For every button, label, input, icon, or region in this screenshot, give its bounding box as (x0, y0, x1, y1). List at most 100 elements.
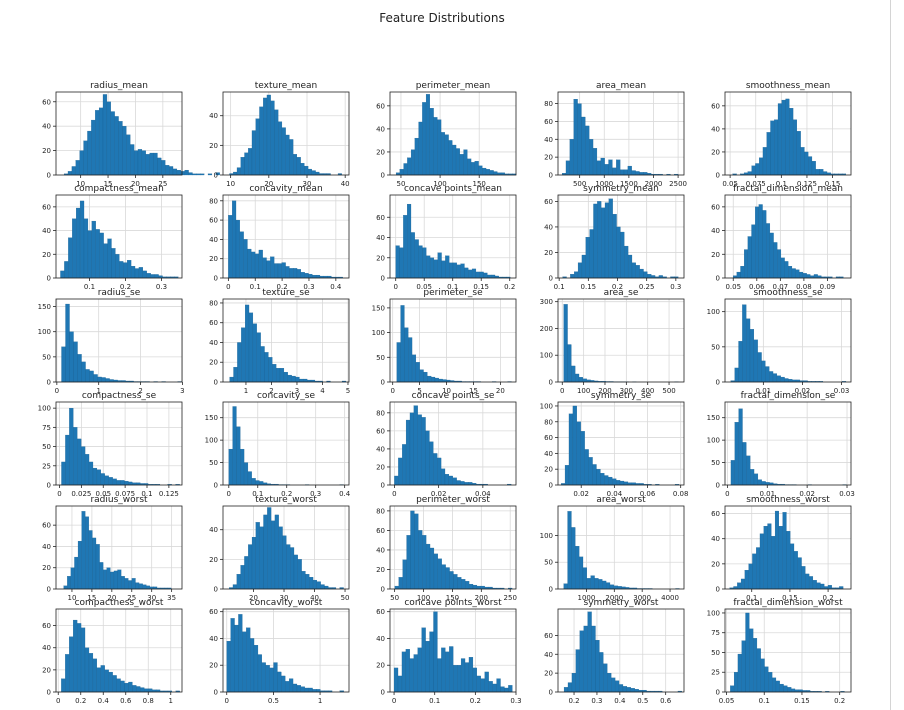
histogram-bar (131, 578, 136, 590)
x-tick-label: 100 (417, 594, 430, 602)
histogram-bar (297, 559, 302, 590)
histogram-bar (592, 464, 597, 486)
histogram-bar (433, 117, 438, 176)
histogram-bar (413, 405, 418, 486)
y-tick-label: 60 (544, 198, 553, 206)
histogram-symmetry-worst: 0.2 0.3 0.4 0.5 0.6 0 20 40 60 symmetry_worst (544, 598, 685, 705)
histogram-bar (812, 580, 817, 590)
histogram-bar (320, 584, 325, 590)
histogram-bar (407, 157, 412, 176)
y-tick-label: 20 (42, 564, 51, 572)
histogram-bar (70, 567, 75, 590)
histogram-bar (574, 271, 579, 279)
x-tick-label: 50 (396, 180, 405, 188)
histogram-bar (64, 261, 69, 279)
histogram-bar (85, 516, 89, 590)
x-tick-label: 0.6 (120, 697, 132, 705)
histogram-symmetry-mean: 0.1 0.15 0.2 0.25 0.3 0 20 40 60 symmetry_mean (544, 184, 685, 291)
histogram-bar (414, 239, 419, 279)
histogram-bar (459, 154, 464, 176)
histogram-bar (96, 469, 101, 486)
histogram-bar (733, 672, 739, 693)
histogram-bar (398, 577, 403, 590)
histogram-bar (738, 408, 743, 486)
x-tick-label: 0.1 (554, 283, 565, 291)
histogram-bar (105, 378, 110, 383)
axes-frame (389, 91, 517, 176)
y-tick-label: 60 (42, 522, 51, 530)
y-tick-label: 50 (376, 354, 385, 362)
axes-frame (389, 401, 517, 486)
y-tick-label: 100 (540, 402, 553, 410)
y-tick-label: 0 (716, 379, 720, 387)
histogram-bar (589, 139, 594, 176)
histogram-bar (83, 140, 88, 176)
histogram-bar (577, 262, 583, 279)
histogram-bar (421, 417, 426, 486)
histogram-bar (604, 202, 609, 279)
histogram-bar (585, 125, 590, 176)
y-tick-label: 60 (209, 319, 218, 327)
x-tick-label: 0.3 (670, 283, 681, 291)
subplot-title: concave points_worst (404, 598, 502, 608)
histogram-bar (741, 640, 746, 693)
histogram-bar (624, 245, 629, 279)
x-tick-label: 4 (320, 387, 325, 395)
histogram-smoothness-se: 0.01 0.02 0.03 0 50 100 smoothness_se (707, 288, 852, 395)
histogram-bar (407, 203, 412, 279)
histogram-bar (440, 468, 446, 486)
histogram-bar (270, 520, 276, 590)
y-tick-label: 40 (544, 450, 553, 458)
histogram-bar (228, 215, 233, 279)
y-tick-label: 40 (544, 651, 553, 659)
histogram-bar (747, 171, 752, 176)
histogram-bar (571, 365, 576, 383)
histogram-bar (423, 371, 428, 383)
histogram-concave-points-mean: 0 0.05 0.1 0.15 0.2 0 20 40 60 concave points_mea… (376, 184, 517, 291)
histogram-bar (751, 224, 756, 279)
histogram-bar (619, 480, 625, 486)
axes-frame (222, 505, 350, 590)
histogram-bar (778, 525, 783, 590)
y-tick-label: 0 (549, 172, 553, 180)
histogram-bar (565, 160, 570, 176)
histogram-bar (413, 654, 418, 693)
histogram-bar (464, 662, 470, 693)
histogram-bar (744, 570, 749, 590)
histogram-bar (500, 686, 505, 693)
x-tick-label: 25 (127, 594, 136, 602)
histogram-bar (767, 523, 772, 590)
histogram-bar (394, 475, 399, 486)
histogram-bar (457, 577, 462, 590)
histogram-bar (237, 342, 242, 383)
y-tick-label: 40 (544, 136, 553, 144)
y-tick-label: 40 (376, 546, 385, 554)
y-tick-label: 40 (42, 543, 51, 551)
x-tick-label: 100 (433, 180, 446, 188)
x-tick-label: 1500 (620, 180, 638, 188)
x-tick-label: 0.4 (339, 490, 351, 498)
histogram-bar (233, 171, 238, 176)
histogram-bar (597, 201, 602, 279)
histogram-bar (613, 585, 618, 590)
axes-frame (389, 608, 517, 693)
histogram-bar (417, 414, 422, 486)
histogram-bar (730, 460, 735, 486)
histogram-bar (247, 471, 252, 486)
histogram-bar (796, 131, 801, 176)
histogram-bar (780, 257, 785, 279)
histogram-bar (804, 151, 809, 176)
histogram-bar (397, 675, 403, 693)
x-tick-label: 0.2 (470, 697, 481, 705)
histogram-bar (315, 274, 321, 279)
x-tick-label: 0.06 (640, 490, 656, 498)
histogram-bar (304, 165, 309, 176)
histogram-bar (802, 273, 807, 279)
x-tick-label: 0.08 (673, 490, 689, 498)
x-tick-label: 0.4 (330, 283, 342, 291)
histogram-bar (295, 376, 300, 383)
histogram-bar (273, 662, 278, 693)
subplot-title: concave points_se (412, 391, 495, 401)
y-tick-label: 100 (38, 405, 51, 413)
